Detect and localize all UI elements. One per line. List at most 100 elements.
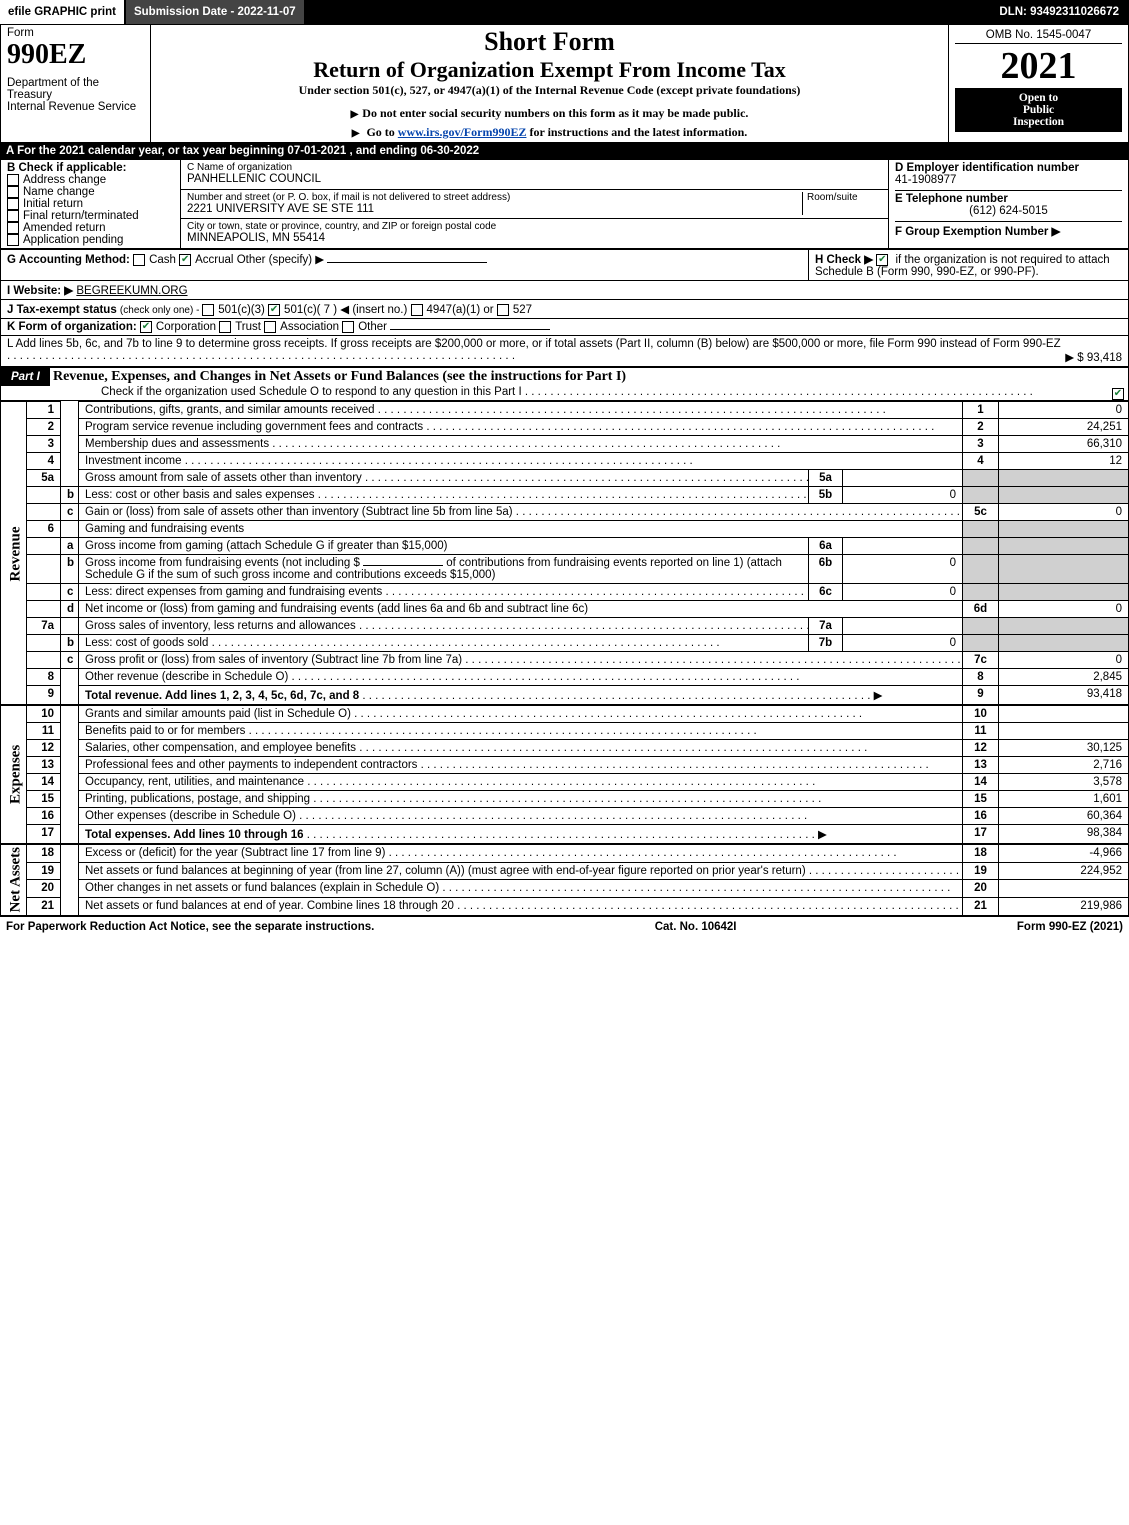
- tax-year: 2021: [955, 44, 1122, 88]
- lbl-initial-return: Initial return: [23, 198, 83, 210]
- ln13-desc: Professional fees and other payments to …: [85, 759, 417, 771]
- row-line-20: 20 Other changes in net assets or fund b…: [1, 880, 1129, 898]
- chk-name-change[interactable]: [7, 186, 19, 198]
- submission-date: Submission Date - 2022-11-07: [126, 0, 306, 24]
- ln6a-grey: [963, 538, 999, 555]
- chk-trust[interactable]: [219, 321, 231, 333]
- ln2-desc: Program service revenue including govern…: [85, 421, 423, 433]
- row-line-15: 15 Printing, publications, postage, and …: [1, 791, 1129, 808]
- identity-table: B Check if applicable: Address change Na…: [0, 159, 1129, 249]
- department-label: Department of the Treasury Internal Reve…: [7, 77, 144, 113]
- ln5b-desc: Less: cost or other basis and sales expe…: [85, 489, 315, 501]
- ln7c-num: c: [61, 652, 79, 669]
- chk-initial-return[interactable]: [7, 198, 19, 210]
- lbl-cash: Cash: [149, 254, 176, 266]
- row-line-6a: a Gross income from gaming (attach Sched…: [1, 538, 1129, 555]
- chk-4947[interactable]: [411, 304, 423, 316]
- ln5a-grey-amt: [999, 470, 1129, 487]
- chk-schedule-b[interactable]: [876, 254, 888, 266]
- ln5a-subamt: [842, 470, 962, 487]
- ln7a-sub: 7a: [808, 618, 842, 635]
- open-l2: Public: [959, 104, 1118, 116]
- short-form-title: Short Form: [157, 27, 942, 57]
- row-line-13: 13 Professional fees and other payments …: [1, 757, 1129, 774]
- ln5b-num: b: [61, 487, 79, 504]
- row-line-5a: 5a Gross amount from sale of assets othe…: [1, 470, 1129, 487]
- open-l3: Inspection: [959, 116, 1118, 128]
- ln11-desc: Benefits paid to or for members: [85, 725, 245, 737]
- chk-application-pending[interactable]: [7, 234, 19, 246]
- ln15-amt: 1,601: [999, 791, 1129, 808]
- chk-501c3[interactable]: [202, 304, 214, 316]
- ln16-num: 16: [27, 808, 61, 825]
- ln6b-desc1: Gross income from fundraising events (no…: [85, 557, 360, 569]
- lbl-amended-return: Amended return: [23, 222, 105, 234]
- goto-link[interactable]: www.irs.gov/Form990EZ: [398, 125, 527, 139]
- chk-schedule-o-part1[interactable]: [1112, 388, 1124, 400]
- ln18-amt: -4,966: [999, 844, 1129, 862]
- ln6c-sub: 6c: [808, 584, 842, 601]
- ln13-colnum: 13: [963, 757, 999, 774]
- goto-arrow: [352, 125, 364, 139]
- efile-print-label[interactable]: efile GRAPHIC print: [0, 0, 126, 24]
- section-a-bar: A For the 2021 calendar year, or tax yea…: [0, 143, 1129, 159]
- ln21-amt: 219,986: [999, 897, 1129, 915]
- expenses-vlabel: Expenses: [1, 705, 27, 844]
- other-method-line: [327, 262, 487, 263]
- row-line-8: 8 Other revenue (describe in Schedule O)…: [1, 669, 1129, 686]
- line-l-dots: [7, 350, 515, 362]
- chk-corporation[interactable]: [140, 321, 152, 333]
- ln3-desc: Membership dues and assessments: [85, 438, 269, 450]
- footer-right: Form 990-EZ (2021): [1017, 921, 1123, 933]
- ln6d-colnum: 6d: [963, 601, 999, 618]
- ln6-num: 6: [27, 521, 61, 538]
- row-line-1: Revenue 1 Contributions, gifts, grants, …: [1, 402, 1129, 419]
- ln12-num: 12: [27, 740, 61, 757]
- ln5c-num: c: [61, 504, 79, 521]
- ln5a-desc: Gross amount from sale of assets other t…: [85, 472, 362, 484]
- ln14-desc: Occupancy, rent, utilities, and maintena…: [85, 776, 304, 788]
- row-line-7b: b Less: cost of goods sold 7b 0: [1, 635, 1129, 652]
- website-value[interactable]: BEGREEKUMN.ORG: [76, 285, 187, 297]
- ln12-amt: 30,125: [999, 740, 1129, 757]
- lbl-other-method: Other (specify) ▶: [237, 254, 324, 266]
- ln9-amt: 93,418: [999, 686, 1129, 706]
- ln16-amt: 60,364: [999, 808, 1129, 825]
- ln14-amt: 3,578: [999, 774, 1129, 791]
- ln5a-grey: [963, 470, 999, 487]
- chk-association[interactable]: [264, 321, 276, 333]
- row-line-6b: b Gross income from fundraising events (…: [1, 555, 1129, 584]
- lines-table: Revenue 1 Contributions, gifts, grants, …: [0, 401, 1129, 916]
- ln6b-num: b: [61, 555, 79, 584]
- ln8-amt: 2,845: [999, 669, 1129, 686]
- ln14-colnum: 14: [963, 774, 999, 791]
- box-f-label: F Group Exemption Number ▶: [895, 221, 1122, 238]
- under-section: Under section 501(c), 527, or 4947(a)(1)…: [157, 83, 942, 98]
- ln4-amt: 12: [999, 453, 1129, 470]
- chk-accrual[interactable]: [179, 254, 191, 266]
- ln12-desc: Salaries, other compensation, and employ…: [85, 742, 356, 754]
- ln19-colnum: 19: [963, 862, 999, 880]
- ln1-desc: Contributions, gifts, grants, and simila…: [85, 404, 375, 416]
- ln6c-desc: Less: direct expenses from gaming and fu…: [85, 586, 382, 598]
- lbl-corporation: Corporation: [156, 321, 216, 333]
- chk-501c[interactable]: [268, 304, 280, 316]
- row-line-6d: d Net income or (loss) from gaming and f…: [1, 601, 1129, 618]
- chk-cash[interactable]: [133, 254, 145, 266]
- chk-address-change[interactable]: [7, 174, 19, 186]
- chk-amended-return[interactable]: [7, 222, 19, 234]
- ln19-amt: 224,952: [999, 862, 1129, 880]
- city-value: MINNEAPOLIS, MN 55414: [187, 232, 882, 244]
- dln-label: DLN: 93492311026672: [991, 0, 1129, 24]
- chk-other-org[interactable]: [342, 321, 354, 333]
- ln6-grey: [963, 521, 999, 538]
- ln6a-num: a: [61, 538, 79, 555]
- box-d-label: D Employer identification number: [895, 162, 1122, 174]
- omb-number: OMB No. 1545-0047: [955, 27, 1122, 44]
- chk-527[interactable]: [497, 304, 509, 316]
- chk-final-return[interactable]: [7, 210, 19, 222]
- topbar-spacer: [306, 0, 992, 24]
- ln6d-amt: 0: [999, 601, 1129, 618]
- return-title: Return of Organization Exempt From Incom…: [157, 57, 942, 83]
- ln16-desc: Other expenses (describe in Schedule O): [85, 810, 296, 822]
